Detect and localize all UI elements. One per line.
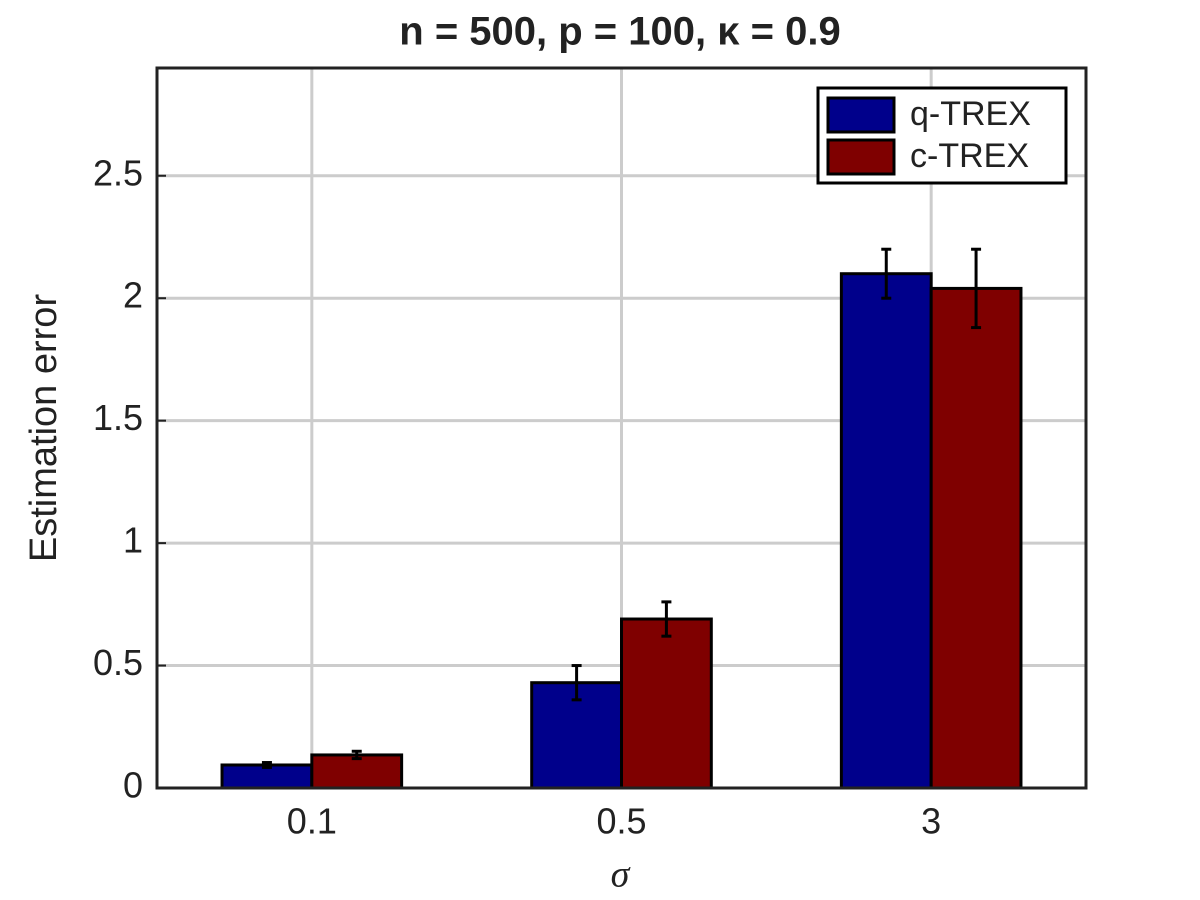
y-axis-label: Estimation error bbox=[23, 294, 65, 563]
x-tick-label: 0.1 bbox=[287, 801, 337, 842]
error-bar bbox=[571, 664, 582, 702]
y-tick-label: 1 bbox=[123, 520, 143, 561]
plot-frame bbox=[155, 66, 1088, 790]
error-bar bbox=[351, 749, 362, 761]
legend-swatch bbox=[826, 138, 896, 176]
error-bar bbox=[971, 247, 982, 330]
y-tick-label: 2 bbox=[123, 275, 143, 316]
y-tick-label: 1.5 bbox=[93, 397, 143, 438]
error-bar bbox=[261, 761, 272, 769]
bar bbox=[929, 286, 1023, 790]
bar bbox=[310, 753, 404, 790]
error-bar bbox=[661, 600, 672, 638]
chart-title: n = 500, p = 100, κ = 0.9 bbox=[399, 10, 840, 54]
bar bbox=[620, 617, 713, 790]
legend-swatch bbox=[826, 96, 896, 134]
legend-label: q-TREX bbox=[910, 95, 1031, 133]
y-tick-label: 0 bbox=[123, 765, 143, 806]
x-tick-label: 0.5 bbox=[596, 801, 646, 842]
bar bbox=[839, 272, 933, 790]
legend-label: c-TREX bbox=[910, 137, 1029, 175]
y-tick-label: 2.5 bbox=[93, 152, 143, 193]
x-axis-label: σ bbox=[611, 854, 631, 896]
y-tick-label: 0.5 bbox=[93, 642, 143, 683]
error-bar bbox=[881, 247, 892, 300]
x-tick-label: 3 bbox=[921, 801, 941, 842]
